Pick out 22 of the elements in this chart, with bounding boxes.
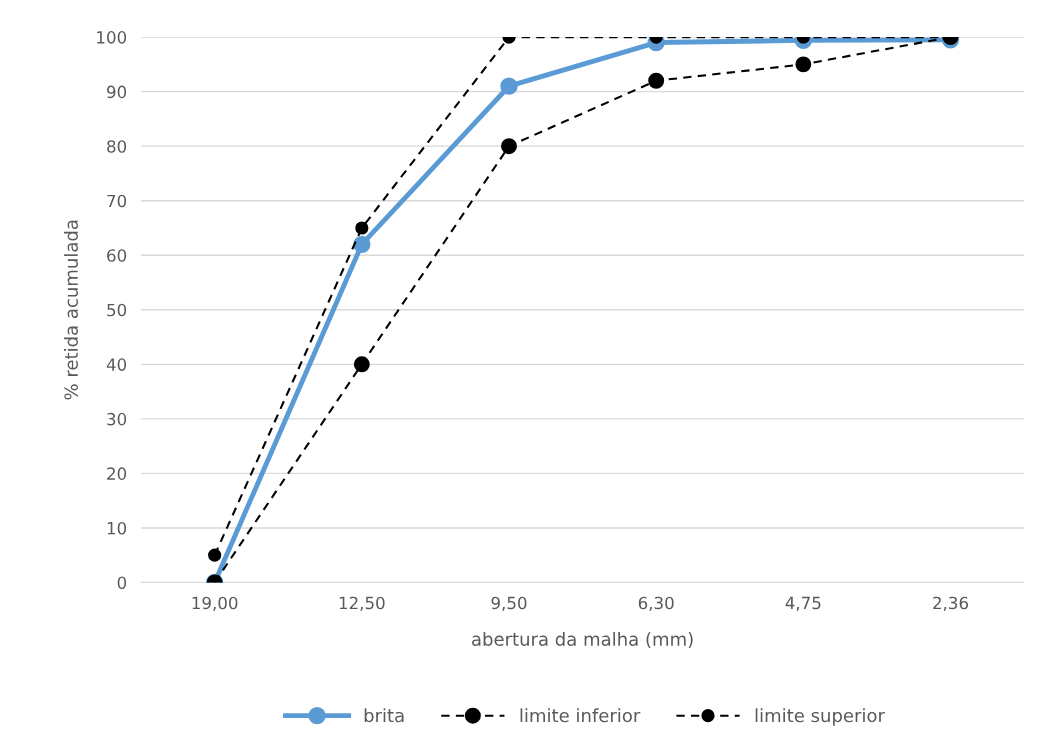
y-tick-label: 60 (107, 249, 127, 262)
y-tick-label: 70 (107, 194, 127, 208)
x-axis-title: abertura da malha (mm) (472, 631, 693, 649)
y-axis-title: % retida acumulada (64, 220, 78, 400)
x-tick-label: 19,00 (192, 596, 238, 611)
legend-label: limite superior (755, 708, 885, 726)
y-tick-label: 10 (107, 521, 127, 535)
x-tick-label: 9,50 (491, 596, 527, 611)
x-tick-label: 2,36 (933, 596, 969, 611)
x-tick-label: 4,75 (785, 596, 821, 611)
y-tick-label: 30 (107, 412, 127, 426)
x-tick-label: 12,50 (339, 596, 385, 611)
y-tick-label: 80 (107, 140, 127, 153)
legend-label: brita (364, 708, 404, 723)
y-tick-label: 90 (107, 85, 127, 99)
y-tick-label: 40 (106, 358, 127, 371)
x-tick-label: 6,30 (638, 596, 674, 611)
y-tick-label: 50 (107, 303, 127, 317)
legend-label: limite inferior (520, 708, 641, 723)
y-tick-label: 0 (117, 576, 127, 590)
y-tick-label: 20 (107, 467, 127, 480)
y-tick-label: 100 (97, 31, 127, 44)
